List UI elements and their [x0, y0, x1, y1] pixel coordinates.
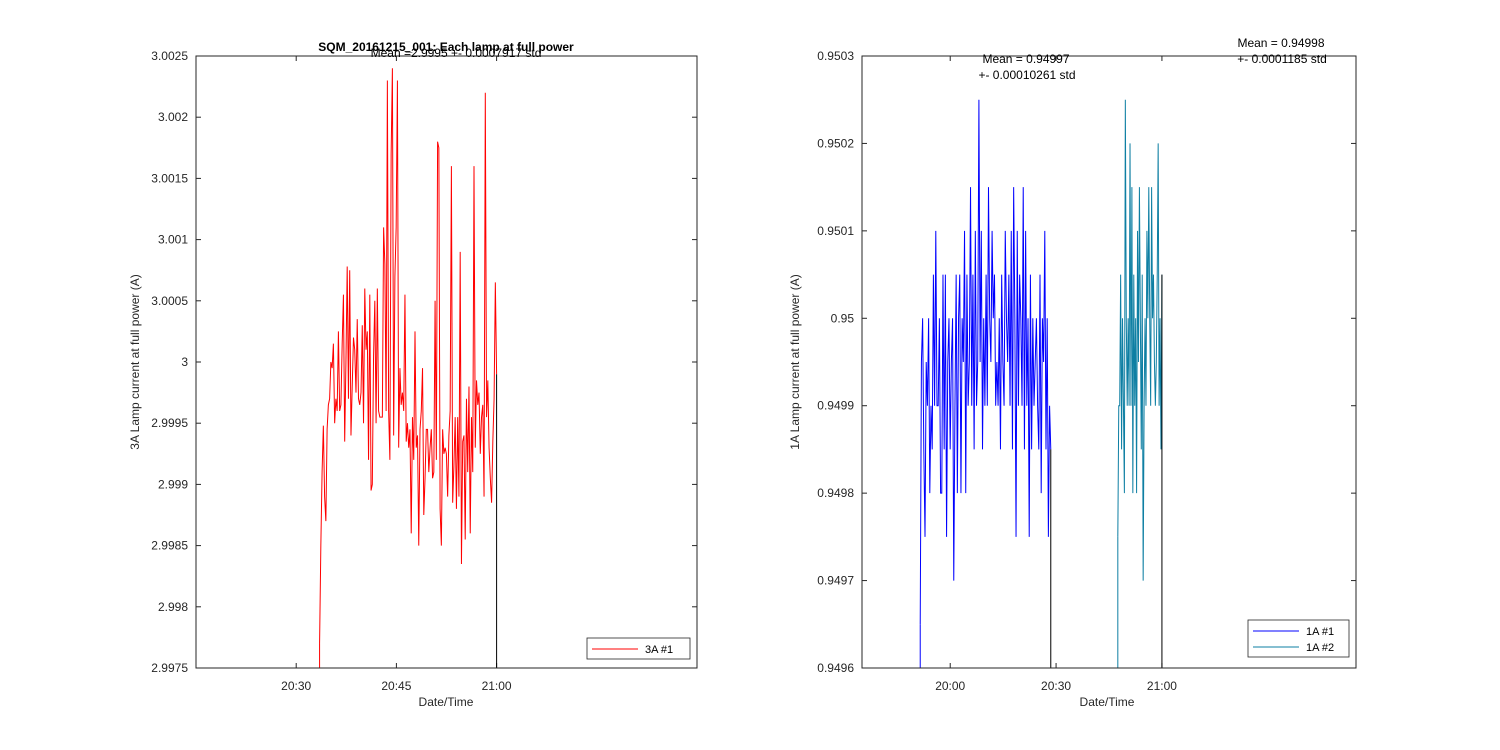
- left-y-tick-label-1: 2.998: [158, 600, 188, 614]
- right-y-tick-label-5: 0.9501: [817, 224, 854, 238]
- right-x-tick-label-0: 20:00: [935, 679, 965, 693]
- right-plot-area: [862, 56, 1356, 668]
- left-y-tick-label-7: 3.001: [158, 233, 188, 247]
- right-mean-2-annotation: Mean = 0.94998: [1237, 36, 1324, 50]
- left-y-tick-label-6: 3.0005: [151, 294, 188, 308]
- left-ticks: 20:30 20:45 21:00 2.9975 2.998 2.9985 2.999 2.9…: [151, 49, 697, 693]
- right-y-tick-label-4: 0.95: [831, 311, 855, 325]
- left-series-line-1: [319, 68, 498, 644]
- right-chart: 20:00 20:30 21:00 0.9496 0.9497 0.9498 0.9499 0…: [788, 36, 1357, 709]
- left-y-axis-label: 3A Lamp current at full power (A): [128, 274, 142, 449]
- left-y-tick-label-8: 3.0015: [151, 171, 188, 185]
- left-y-tick-label-3: 2.999: [158, 477, 188, 491]
- left-legend[interactable]: 3A #1: [586, 637, 691, 660]
- left-x-tick-label-2: 21:00: [482, 679, 512, 693]
- right-std-2-annotation: +- 0.0001185 std: [1237, 52, 1327, 66]
- right-mean-1-annotation: Mean = 0.94997: [982, 52, 1069, 66]
- right-x-tick-label-1: 20:30: [1041, 679, 1071, 693]
- legend-label-1a-2: 1A #2: [1306, 642, 1334, 654]
- left-y-tick-label-10: 3.0025: [151, 49, 188, 63]
- left-y-tick-label-0: 2.9975: [151, 661, 188, 675]
- left-chart: 20:30 20:45 21:00 2.9975 2.998 2.9985 2.999 2.9…: [128, 40, 698, 709]
- right-axes-box: [861, 55, 1357, 669]
- left-series-group: [319, 68, 498, 668]
- left-y-tick-label-5: 3: [181, 355, 188, 369]
- right-y-tick-label-2: 0.9498: [817, 486, 854, 500]
- right-y-tick-label-0: 0.9496: [817, 661, 854, 675]
- right-legend-box: [1247, 619, 1350, 658]
- right-ticks: 20:00 20:30 21:00 0.9496 0.9497 0.9498 0.9499 0…: [817, 49, 1356, 693]
- right-y-tick-label-6: 0.9502: [817, 136, 854, 150]
- right-series-group: [919, 99, 1163, 668]
- right-std-1-annotation: +- 0.00010261 std: [978, 68, 1075, 82]
- left-x-tick-label-0: 20:30: [281, 679, 311, 693]
- right-series-line-2: [1117, 99, 1163, 581]
- left-plot-area: [196, 56, 697, 668]
- right-x-tick-label-2: 21:00: [1147, 679, 1177, 693]
- right-y-tick-label-1: 0.9497: [817, 574, 854, 588]
- left-mean-annotation: Mean =2.9995 +- 0.0007917 std: [371, 46, 542, 60]
- right-y-tick-label-7: 0.9503: [817, 49, 854, 63]
- right-series-line-1: [919, 99, 1052, 625]
- left-legend-box: [586, 637, 691, 660]
- left-y-tick-label-2: 2.9985: [151, 539, 188, 553]
- right-y-axis-label: 1A Lamp current at full power (A): [788, 274, 802, 449]
- left-x-tick-label-1: 20:45: [381, 679, 411, 693]
- right-legend[interactable]: 1A #1 1A #2: [1247, 619, 1350, 658]
- left-y-tick-label-9: 3.002: [158, 110, 188, 124]
- figure-title: SQM_20161215_001: Each lamp at full powe…: [318, 40, 574, 54]
- left-y-tick-label-4: 2.9995: [151, 416, 188, 430]
- right-x-axis-label: Date/Time: [1080, 695, 1135, 709]
- right-y-tick-label-3: 0.9499: [817, 399, 854, 413]
- left-axes-box: [195, 55, 698, 669]
- legend-label-3a-1: 3A #1: [645, 644, 673, 656]
- legend-label-1a-1: 1A #1: [1306, 626, 1334, 638]
- left-x-axis-label: Date/Time: [419, 695, 474, 709]
